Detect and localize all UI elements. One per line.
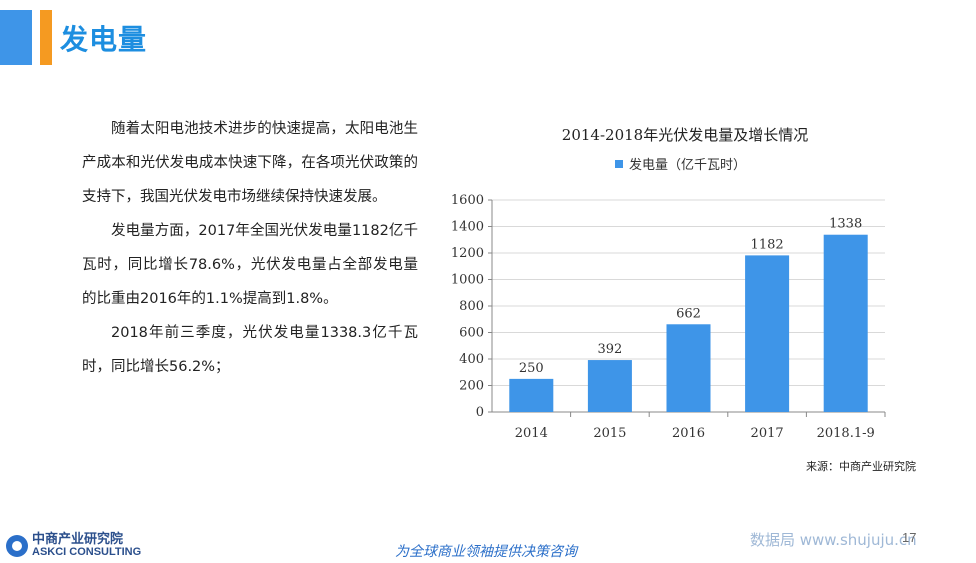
bar-2014 (509, 378, 554, 412)
source-note: 来源：中商产业研究院 (806, 460, 916, 473)
bar-2017 (745, 255, 790, 412)
paragraph-3: 2018年前三季度，光伏发电量1338.3亿千瓦时，同比增长56.2%； (82, 325, 418, 375)
y-tick-label: 800 (459, 299, 484, 314)
legend-label: 发电量（亿千瓦时） (629, 158, 747, 173)
y-tick-label: 1000 (451, 273, 484, 288)
footer-slogan: 为全球商业领袖提供决策咨询 (395, 544, 577, 560)
y-tick-label: 600 (459, 326, 484, 341)
y-tick-label: 1600 (451, 193, 484, 208)
y-tick-label: 200 (459, 379, 484, 394)
company-logo: 中商产业研究院 ASKCI CONSULTING (6, 533, 141, 558)
bar-2015 (587, 360, 632, 412)
data-label: 392 (597, 342, 622, 357)
logo-text-cn: 中商产业研究院 (32, 532, 124, 547)
x-tick-label: 2014 (515, 426, 548, 441)
x-tick-label: 2015 (593, 426, 626, 441)
data-label: 1338 (829, 217, 862, 232)
x-tick-label: 2018.1-9 (817, 426, 875, 441)
paragraph-1: 随着太阳电池技术进步的快速提高，太阳电池生产成本和光伏发电成本快速下降，在各项光… (82, 121, 418, 205)
data-label: 662 (676, 306, 701, 321)
chart-title: 2014-2018年光伏发电量及增长情况 (561, 126, 809, 144)
bar-2016 (666, 324, 711, 412)
data-label: 250 (519, 361, 544, 376)
logo-text-en: ASKCI CONSULTING (32, 545, 142, 558)
chart-legend: 发电量（亿千瓦时） (615, 154, 746, 173)
y-tick-label: 400 (459, 352, 484, 367)
y-tick-label: 0 (476, 405, 484, 420)
x-tick-label: 2016 (672, 426, 705, 441)
header-accent-orange (40, 10, 52, 65)
x-tick-label: 2017 (751, 426, 784, 441)
legend-swatch (615, 159, 623, 168)
watermark: 数据局 www.shujuju.cn (750, 531, 917, 549)
data-label: 1182 (751, 237, 784, 252)
y-tick-label: 1400 (451, 220, 484, 235)
logo-icon (6, 534, 28, 557)
body-text: 随着太阳电池技术进步的快速提高，太阳电池生产成本和光伏发电成本快速下降，在各项光… (82, 112, 418, 384)
y-tick-label: 1200 (451, 246, 484, 261)
paragraph-2: 发电量方面，2017年全国光伏发电量1182亿千瓦时，同比增长78.6%，光伏发… (82, 223, 418, 307)
bar-2018.1-9 (823, 234, 868, 412)
bar-chart: 0 200 400 600 800 1000 1200 1400 1600 250 2014 392 2… (451, 193, 886, 441)
header-accent-blue (0, 10, 32, 65)
page-number: 17 (902, 530, 917, 545)
page-title: 发电量 (60, 23, 148, 56)
